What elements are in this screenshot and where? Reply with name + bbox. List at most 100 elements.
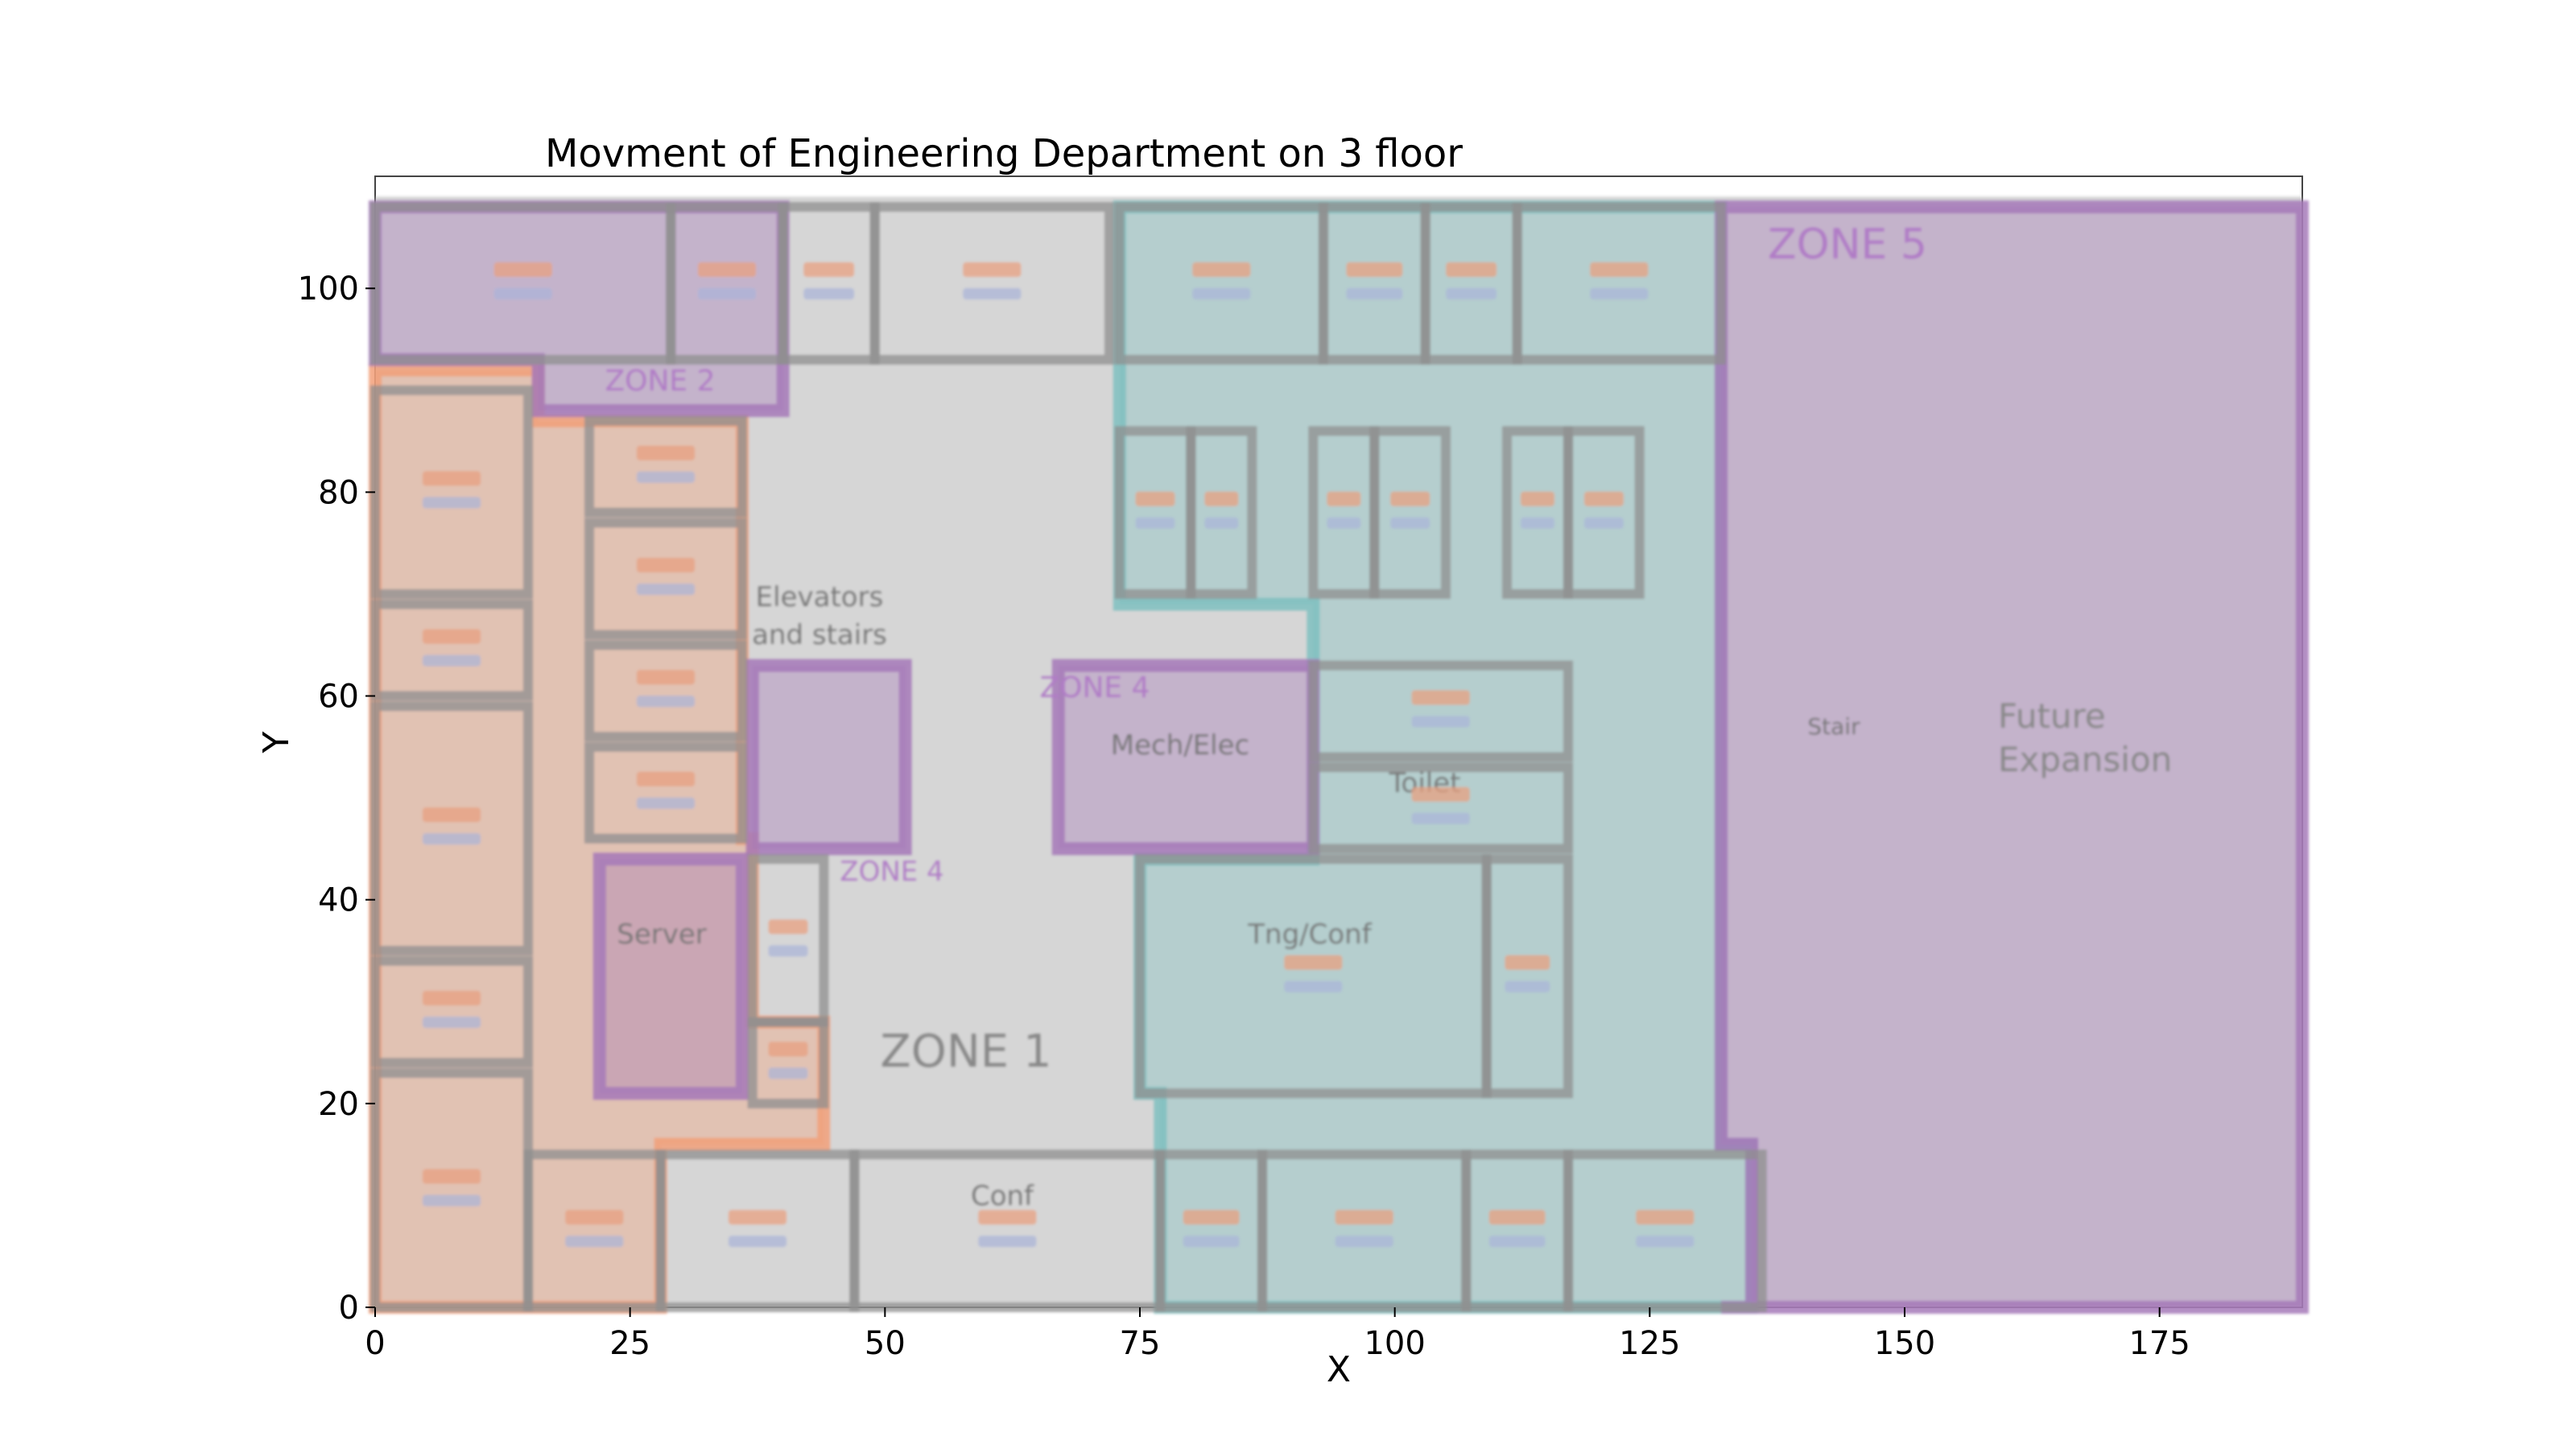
room-number-tag — [423, 1169, 481, 1184]
y-tick-label: 60 — [318, 679, 359, 716]
room-name-tng-conf: Tng/Conf — [1247, 919, 1372, 951]
room-code-tag — [1584, 517, 1624, 529]
room-code-tag — [978, 1236, 1037, 1248]
room-number-tag — [1521, 491, 1554, 506]
room-code-tag — [1183, 1236, 1240, 1248]
room-number-tag — [565, 1210, 624, 1225]
room-tags-layer — [423, 262, 1695, 1248]
room-wall — [1308, 660, 1574, 762]
room-number-tag — [963, 262, 1022, 277]
room-number-tag — [1183, 1210, 1240, 1225]
room-code-tag — [1284, 980, 1343, 993]
room-code-tag — [637, 696, 695, 708]
room-wall — [1563, 1150, 1767, 1312]
room-wall — [584, 741, 747, 844]
room-number-tag — [1390, 491, 1430, 506]
room-code-tag — [423, 497, 481, 509]
room-wall — [370, 599, 533, 701]
room-number-tag — [1327, 491, 1361, 506]
y-tick-label: 0 — [339, 1290, 359, 1327]
plot-layer: ZONE 1 ZONE 2 ZONE 4 ZONE 4 ZONE 4 ZONE … — [369, 196, 2309, 1314]
room-wall — [584, 640, 747, 742]
room-code-tag — [1446, 287, 1496, 299]
room-code-tag — [803, 287, 854, 299]
zone-5-label: ZONE 5 — [1768, 221, 1927, 269]
room-number-tag — [423, 629, 481, 644]
room-code-tag — [1411, 812, 1470, 824]
room-number-tag — [1204, 491, 1239, 506]
room-wall — [370, 956, 533, 1068]
room-code-tag — [1335, 1236, 1393, 1248]
room-code-tag — [1488, 1236, 1546, 1248]
room-code-tag — [1346, 287, 1403, 299]
room-wall — [1308, 762, 1574, 854]
y-axis-label: Y — [256, 731, 297, 753]
room-code-tag — [1390, 517, 1430, 529]
room-number-tag — [1584, 491, 1624, 506]
room-code-tag — [423, 833, 481, 845]
room-code-tag — [1327, 517, 1361, 529]
room-code-tag — [565, 1236, 624, 1248]
room-number-tag — [1135, 491, 1175, 506]
room-wall — [584, 518, 747, 640]
room-number-tag — [803, 262, 854, 277]
room-code-tag — [423, 654, 481, 667]
room-code-tag — [637, 471, 695, 483]
zone4-area-5 — [592, 852, 749, 1100]
room-name-mech-elec: Mech/Elec — [1111, 729, 1250, 762]
room-wall — [370, 701, 533, 956]
room-code-tag — [768, 945, 808, 957]
room-number-tag — [1411, 690, 1470, 705]
room-number-tag — [637, 445, 695, 460]
room-number-tag — [423, 807, 481, 823]
room-name-and-stairs: and stairs — [752, 619, 887, 651]
x-tick-label: 175 — [2128, 1325, 2190, 1362]
room-number-tag — [423, 471, 481, 486]
room-wall — [1512, 202, 1726, 365]
room-number-tag — [1335, 1210, 1393, 1225]
room-wall — [1563, 426, 1645, 599]
zone-4-label-b: ZONE 4 — [1039, 671, 1150, 704]
room-code-tag — [1590, 287, 1649, 299]
room-number-tag — [1192, 262, 1251, 277]
room-number-tag — [1505, 955, 1550, 970]
room-name-server: Server — [617, 919, 707, 951]
room-code-tag — [1135, 517, 1175, 529]
room-number-tag — [1590, 262, 1649, 277]
room-code-tag — [1521, 517, 1554, 529]
y-tick-label: 40 — [318, 882, 359, 919]
room-code-tag — [637, 797, 695, 809]
chart-title: Movment of Engineering Department on 3 f… — [545, 131, 1463, 176]
room-code-tag — [1505, 980, 1550, 993]
room-code-tag — [1411, 716, 1470, 728]
x-tick-label: 50 — [865, 1325, 906, 1362]
axes-layer: 0 25 50 75 100 125 150 175 0 20 40 60 80 100 — [298, 270, 2190, 1362]
room-number-tag — [698, 262, 756, 277]
x-tick-label: 0 — [365, 1325, 385, 1362]
zone5-area-7 — [1715, 200, 2309, 1314]
room-number-tag — [1488, 1210, 1546, 1225]
room-number-tag — [1411, 786, 1470, 802]
room-name-stair: Stair — [1807, 713, 1860, 740]
room-code-tag — [1192, 287, 1251, 299]
room-code-tag — [423, 1016, 481, 1028]
rooms-layer — [370, 202, 1767, 1313]
room-number-tag — [978, 1210, 1037, 1225]
room-code-tag — [1204, 517, 1239, 529]
y-tick-label: 80 — [318, 474, 359, 511]
room-number-tag — [637, 771, 695, 786]
x-tick-label: 25 — [609, 1325, 650, 1362]
x-tick-label: 125 — [1619, 1325, 1680, 1362]
zone4-area-4 — [745, 658, 912, 856]
room-number-tag — [768, 919, 808, 935]
room-number-tag — [637, 670, 695, 685]
room-number-tag — [1636, 1210, 1695, 1225]
room-wall — [584, 415, 747, 518]
x-tick-label: 100 — [1364, 1325, 1425, 1362]
room-name-expansion: Expansion — [1998, 740, 2172, 779]
room-code-tag — [963, 287, 1022, 299]
room-number-tag — [423, 990, 481, 1005]
room-number-tag — [768, 1042, 808, 1057]
y-tick-label: 100 — [298, 270, 359, 308]
